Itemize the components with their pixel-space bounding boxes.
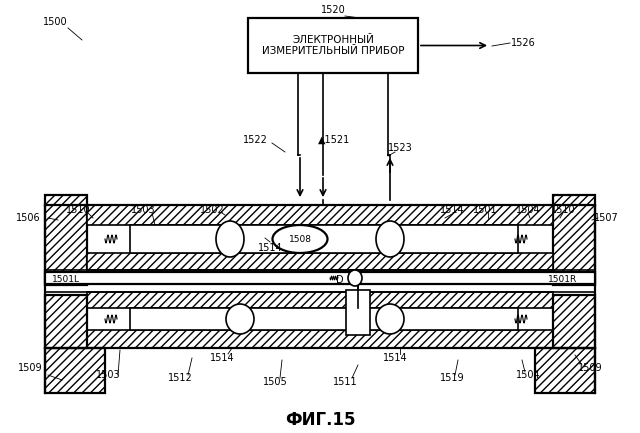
- Ellipse shape: [376, 221, 404, 257]
- Text: 1501L: 1501L: [52, 275, 80, 284]
- Ellipse shape: [216, 221, 244, 257]
- Text: 1504: 1504: [516, 370, 540, 380]
- Text: 1514: 1514: [383, 353, 407, 363]
- Text: 1514: 1514: [440, 205, 464, 215]
- Bar: [87, 253, 553, 270]
- Text: 1503: 1503: [131, 205, 156, 215]
- Text: 1511: 1511: [333, 377, 357, 387]
- Bar: [45, 272, 595, 284]
- Bar: [87, 330, 553, 348]
- Ellipse shape: [376, 304, 404, 334]
- Text: 1514: 1514: [258, 243, 282, 253]
- Ellipse shape: [226, 304, 254, 334]
- Bar: [553, 295, 595, 348]
- Text: 1501: 1501: [473, 205, 497, 215]
- Text: 1512: 1512: [168, 373, 193, 383]
- Text: 1509: 1509: [578, 363, 602, 373]
- Text: 1503: 1503: [96, 370, 120, 380]
- Text: ▲1521: ▲1521: [318, 135, 350, 145]
- Bar: [248, 18, 418, 73]
- Text: 1501R: 1501R: [548, 275, 577, 284]
- Text: 1505: 1505: [262, 377, 287, 387]
- Text: 1510: 1510: [66, 205, 90, 215]
- Text: 1502: 1502: [200, 205, 225, 215]
- Text: 1509: 1509: [18, 363, 42, 373]
- Text: 1520: 1520: [321, 5, 346, 15]
- Bar: [535, 348, 595, 393]
- Text: ЭЛЕКТРОННЫЙ
ИЗМЕРИТЕЛЬНЫЙ ПРИБОР: ЭЛЕКТРОННЫЙ ИЗМЕРИТЕЛЬНЫЙ ПРИБОР: [262, 35, 404, 56]
- Text: 1510: 1510: [550, 205, 575, 215]
- Text: ФИГ.15: ФИГ.15: [285, 411, 355, 429]
- Text: 1507: 1507: [594, 213, 618, 223]
- Text: 1523: 1523: [388, 143, 412, 153]
- Text: 1522: 1522: [243, 135, 268, 145]
- Text: D: D: [336, 275, 344, 285]
- Bar: [45, 295, 87, 348]
- Bar: [45, 195, 87, 285]
- Text: 1519: 1519: [440, 373, 464, 383]
- Text: 1506: 1506: [16, 213, 40, 223]
- Text: 1526: 1526: [511, 38, 536, 48]
- Text: 1508: 1508: [289, 235, 312, 243]
- Ellipse shape: [348, 270, 362, 286]
- Bar: [87, 292, 553, 308]
- Ellipse shape: [273, 225, 328, 253]
- Bar: [87, 205, 553, 225]
- Bar: [346, 290, 370, 335]
- Bar: [130, 308, 518, 330]
- Bar: [45, 348, 105, 393]
- Bar: [130, 225, 518, 253]
- Text: 1500: 1500: [43, 17, 67, 27]
- Text: 1504: 1504: [516, 205, 540, 215]
- Text: 1514: 1514: [210, 353, 234, 363]
- Bar: [553, 195, 595, 285]
